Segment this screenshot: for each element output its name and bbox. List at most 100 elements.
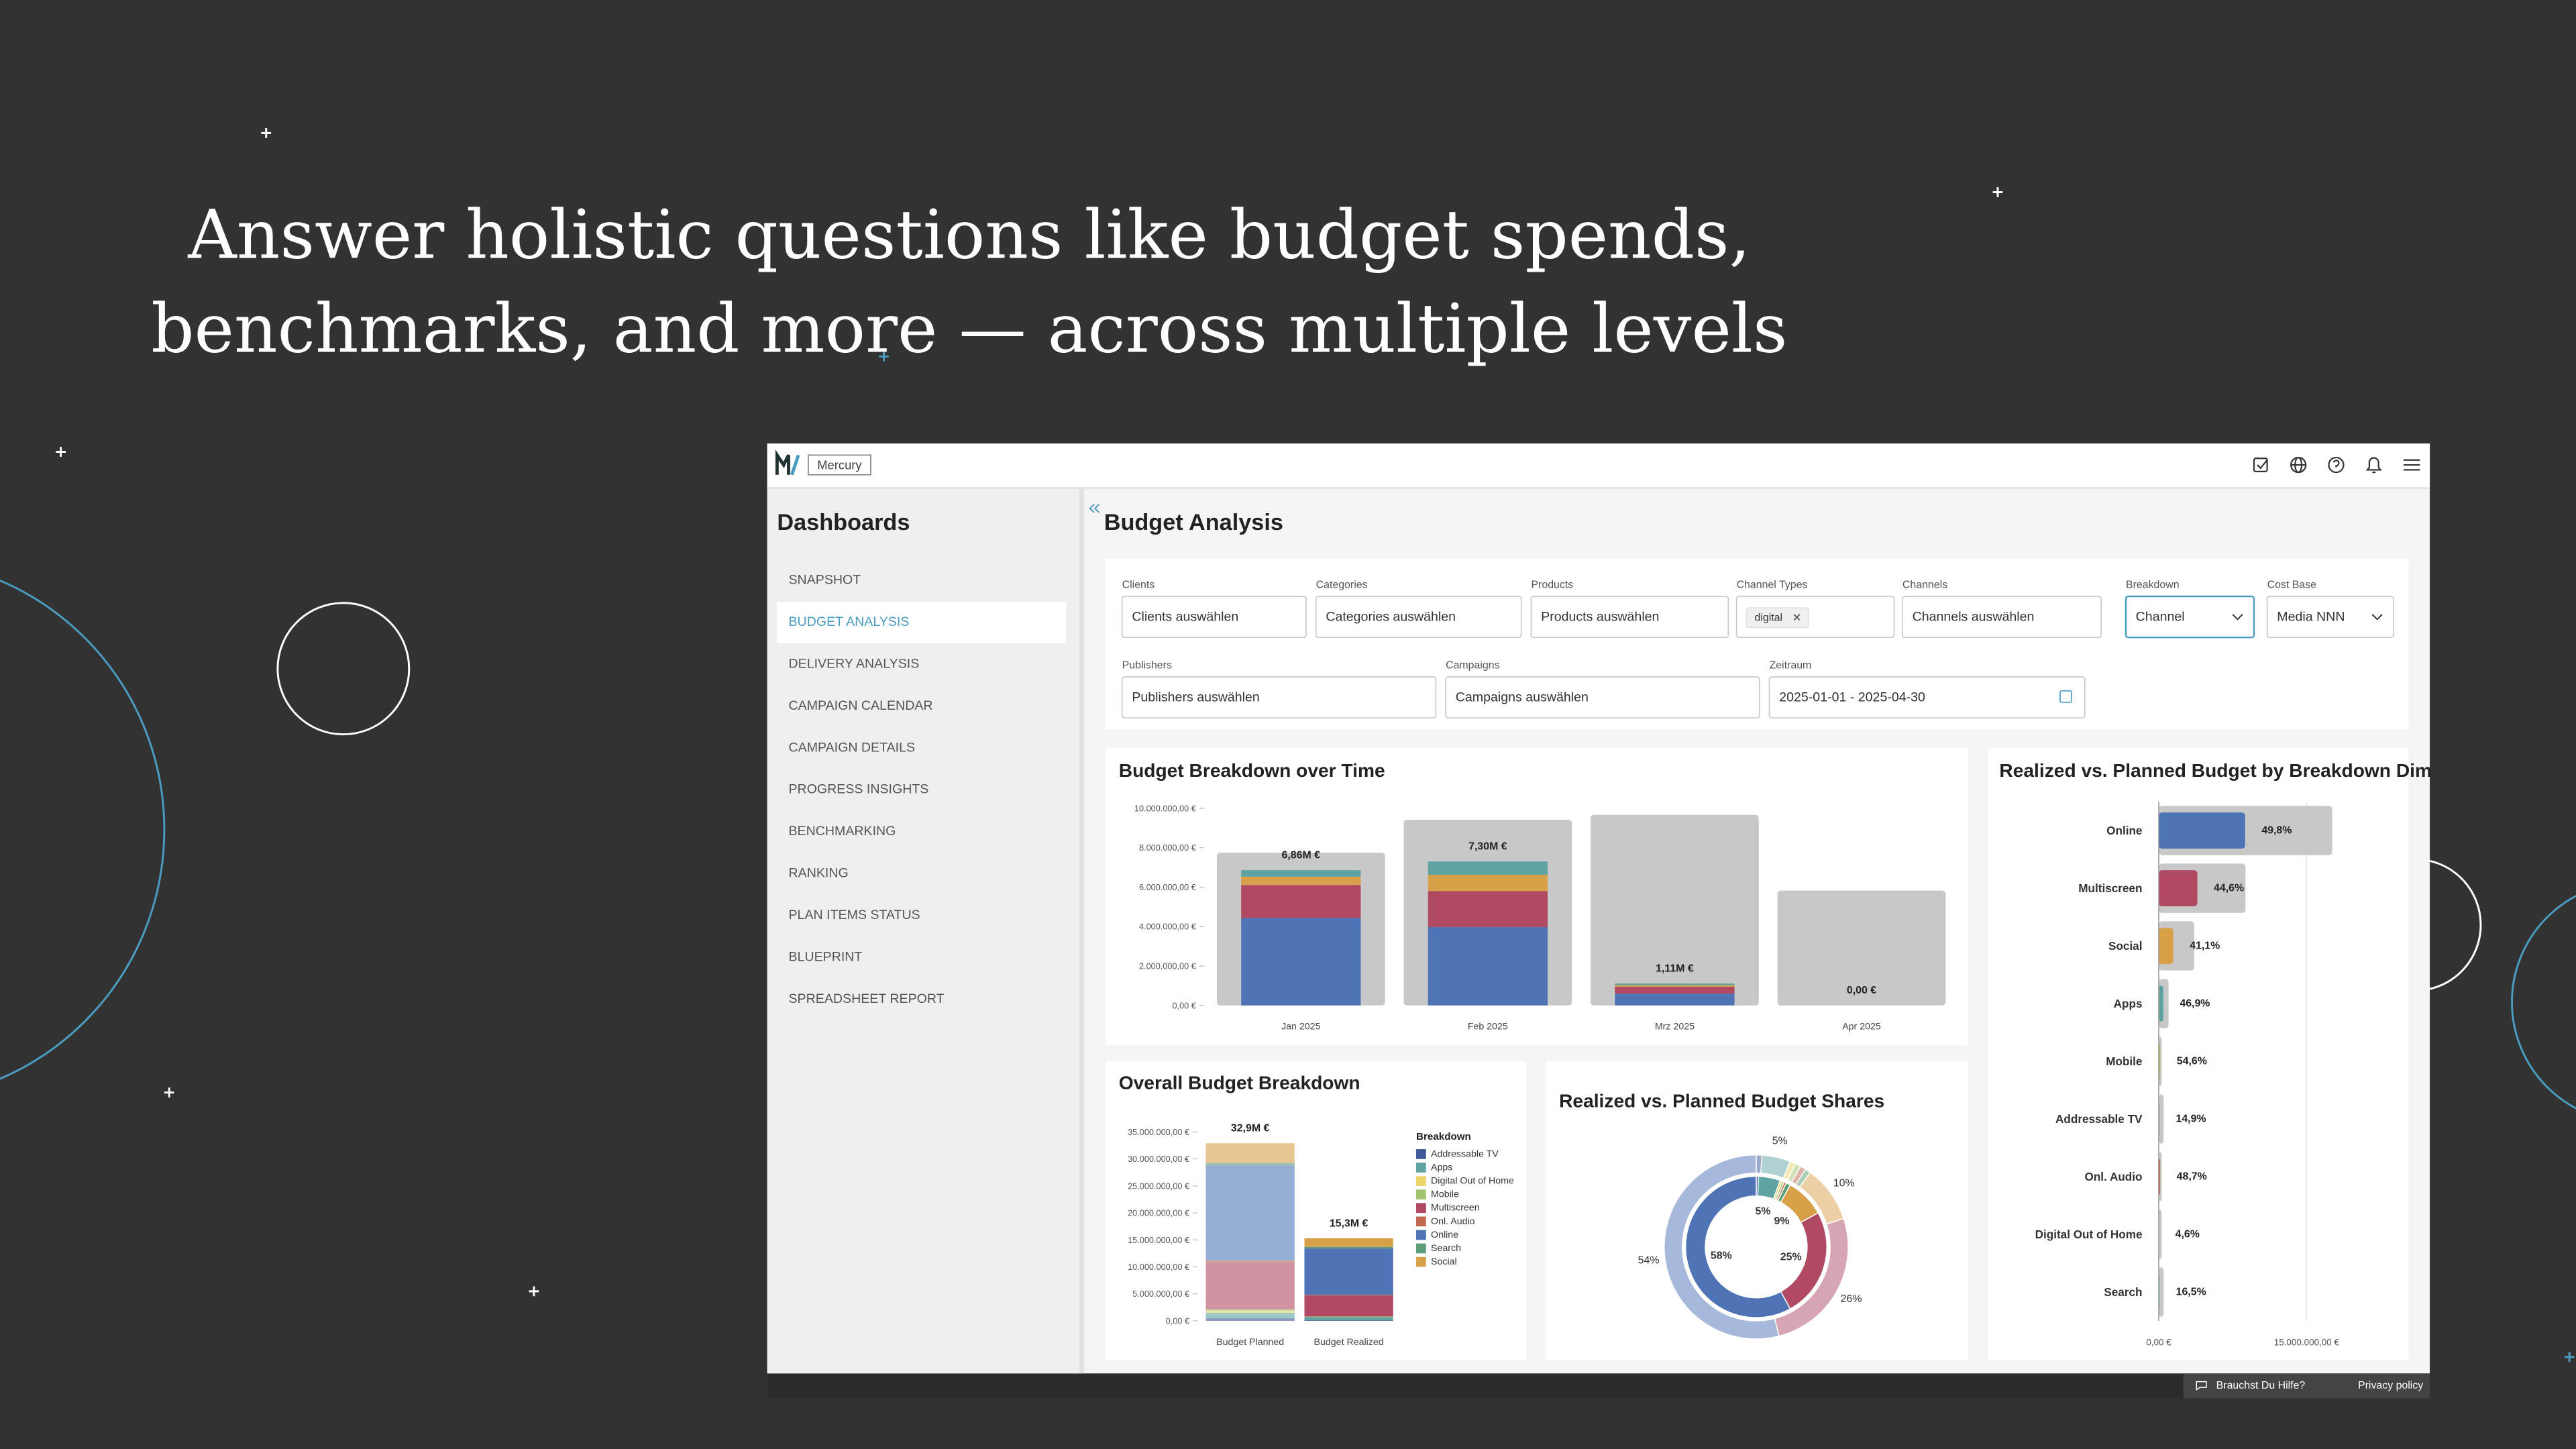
filter-input[interactable] (1902, 596, 2102, 639)
nav-item[interactable]: PLAN ITEMS STATUS (789, 908, 920, 922)
bar-segment (1615, 983, 1735, 985)
y-tick-label: Online (2106, 824, 2142, 837)
y-tick-label: 0,00 € (1172, 1000, 1195, 1010)
chart-title: Realized vs. Planned Budget Shares (1559, 1090, 1884, 1111)
help-link[interactable]: Brauchst Du Hilfe? (2216, 1380, 2306, 1391)
language-icon[interactable] (2290, 456, 2307, 474)
filter-value: Publishers auswählen (1132, 690, 1259, 705)
bar-segment (1304, 1246, 1393, 1249)
filter-label: Channels (1902, 579, 1947, 590)
dropdown-chevron (2232, 614, 2243, 621)
nav-item[interactable]: CAMPAIGN CALENDAR (789, 698, 933, 713)
legend-label: Onl. Audio (1431, 1216, 1475, 1227)
filter-input[interactable] (2125, 595, 2255, 639)
filter-input[interactable] (1768, 676, 2086, 719)
nav-active-bg (777, 602, 1067, 643)
y-tick-label: Multiscreen (2078, 881, 2142, 895)
filter-value: Campaigns auswählen (1456, 690, 1589, 705)
value-label: 26% (1841, 1293, 1862, 1305)
y-tick-label: 35.000.000,00 € (1128, 1127, 1189, 1137)
bar-segment (1241, 870, 1361, 877)
filter-input[interactable] (1121, 596, 1307, 639)
legend-label: Apps (1431, 1162, 1452, 1173)
nav-item[interactable]: CAMPAIGN DETAILS (789, 740, 916, 755)
deco-circle (0, 579, 166, 1080)
tasks-icon[interactable] (2253, 458, 2268, 472)
deco-circle (2511, 895, 2576, 1110)
filter-input[interactable] (2266, 596, 2395, 639)
nav-item[interactable]: SPREADSHEET REPORT (789, 991, 945, 1006)
total-label: 32,9M € (1231, 1123, 1270, 1134)
planned-bar (1777, 890, 1946, 1006)
y-tick-label: Search (2104, 1285, 2142, 1299)
legend-label: Social (1431, 1256, 1457, 1267)
tag-remove-icon[interactable] (1793, 614, 1801, 621)
bar-segment (1615, 985, 1735, 987)
filter-label: Channel Types (1737, 579, 1808, 590)
filter-input[interactable] (1530, 596, 1729, 639)
x-tick-label: Mrz 2025 (1655, 1022, 1695, 1032)
bar-segment (1304, 1320, 1393, 1321)
donut-slice (1664, 1154, 1780, 1340)
nav-item[interactable]: BUDGET ANALYSIS (789, 614, 910, 629)
filter-input[interactable] (1121, 676, 1437, 719)
ratio-label: 41,1% (2190, 941, 2220, 952)
y-tick-label: 5.000.000,00 € (1132, 1289, 1189, 1299)
nav-item[interactable]: DELIVERY ANALYSIS (789, 656, 920, 671)
value-label: 5% (1756, 1205, 1771, 1217)
legend-label: Multiscreen (1431, 1203, 1480, 1214)
total-label: 0,00 € (1847, 985, 1876, 996)
nav-item[interactable]: RANKING (789, 866, 849, 881)
calendar-icon (2059, 690, 2073, 703)
planned-bar (1591, 814, 1759, 1006)
notifications-icon[interactable] (2365, 457, 2382, 474)
y-tick-label: 15.000.000,00 € (1128, 1235, 1189, 1245)
sidebar-divider (1079, 488, 1085, 1374)
legend-swatch (1416, 1149, 1426, 1159)
x-tick-label: Budget Realized (1314, 1337, 1384, 1348)
menu-icon[interactable] (2403, 459, 2420, 471)
collapse-icon[interactable] (1089, 504, 1100, 513)
y-tick-label: Mobile (2106, 1055, 2142, 1068)
nav-item[interactable]: BENCHMARKING (789, 824, 896, 839)
legend-swatch (1416, 1230, 1426, 1240)
value-label: 5% (1772, 1136, 1788, 1147)
filter-tag-text: digital (1755, 612, 1783, 623)
deco-plus (879, 352, 2575, 1362)
ratio-label: 54,6% (2177, 1056, 2207, 1067)
help-icon[interactable] (2328, 456, 2345, 474)
bar-segment (1428, 891, 1548, 928)
headline: benchmarks, and more — across multiple l… (151, 289, 1787, 368)
bar-segment (1205, 1163, 1295, 1166)
total-label: 6,86M € (1282, 850, 1321, 861)
filter-input[interactable] (1315, 596, 1522, 639)
bar-segment (1304, 1238, 1393, 1247)
chat-icon (2196, 1381, 2207, 1391)
filter-label: Publishers (1122, 659, 1172, 671)
bar-segment (1304, 1295, 1393, 1317)
y-tick-label: 0,00 € (1166, 1316, 1189, 1326)
bar-segment (1304, 1248, 1393, 1295)
y-tick-label: 10.000.000,00 € (1134, 803, 1196, 813)
bar-segment (1205, 1312, 1295, 1318)
deco-plus (56, 128, 2003, 1297)
privacy-link[interactable]: Privacy policy (2358, 1380, 2423, 1391)
nav-item[interactable]: SNAPSHOT (789, 572, 861, 587)
headline: Answer holistic questions like budget sp… (187, 196, 1750, 274)
nav-item[interactable]: PROGRESS INSIGHTS (789, 782, 929, 797)
logo[interactable] (775, 449, 800, 476)
filter-label: Cost Base (2267, 579, 2317, 590)
bar-segment (1428, 874, 1548, 892)
nav-item[interactable]: BLUEPRINT (789, 950, 863, 965)
legend-title: Breakdown (1416, 1131, 1471, 1142)
ratio-label: 49,8% (2261, 825, 2292, 837)
x-tick-label: Budget Planned (1216, 1337, 1284, 1348)
deco-circle (276, 602, 411, 736)
ratio-label: 44,6% (2214, 883, 2244, 894)
y-tick-label: 4.000.000,00 € (1139, 922, 1196, 932)
filter-value: Clients auswählen (1132, 610, 1238, 625)
filter-input[interactable] (1445, 676, 1760, 719)
y-tick-label: 25.000.000,00 € (1128, 1181, 1189, 1191)
